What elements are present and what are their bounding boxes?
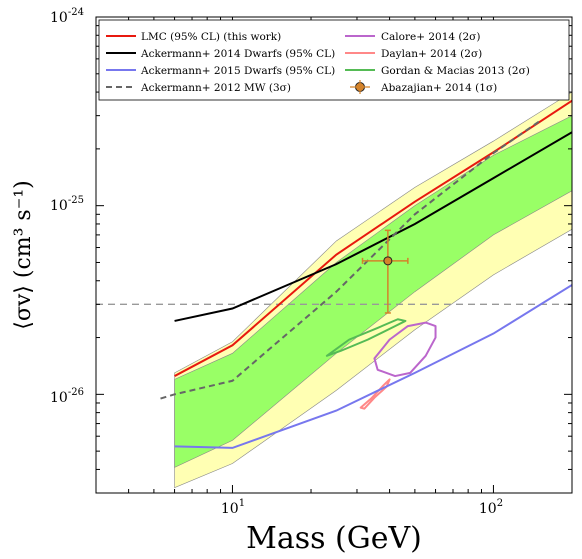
legend-label-gordan: Gordan & Macias 2013 (2σ) [381,65,530,77]
legend-label-lmc: LMC (95% CL) (this work) [141,31,281,43]
data-layer [96,91,572,489]
x-tick-label-10: 101 [221,498,245,517]
series-line-ackermann-2015-dwarfs-95-cl [174,284,572,449]
series-line-ackermann-2012-mw-3 [160,120,540,400]
contour-daylan-2014-2 [359,378,391,410]
legend: LMC (95% CL) (this work) Ackermann+ 2014… [98,19,570,101]
legend-label-daylan: Daylan+ 2014 (2σ) [381,48,482,60]
y-tick-label-1e-26: 10-26 [50,387,84,406]
point-marker [383,256,393,266]
y-tick-label-1e-24: 10-24 [50,7,84,26]
legend-box [98,19,570,101]
legend-label-ack2015: Ackermann+ 2015 Dwarfs (95% CL) [140,65,335,77]
plot-frame [95,16,573,494]
y-tick-label-1e-25: 10-25 [50,195,84,214]
legend-label-ack2014: Ackermann+ 2014 Dwarfs (95% CL) [140,48,335,60]
series-line-ackermann-2014-dwarfs-95-cl [174,131,572,322]
legend-label-ack2012: Ackermann+ 2012 MW (3σ) [140,82,291,94]
point-abazajian-2014-1 [361,229,409,314]
series-line-lmc-95-cl-this-work [174,99,572,377]
band-lmc-68-containment [174,115,572,468]
y-axis-label: ⟨σv⟩ (cm³ s⁻¹) [11,180,36,330]
legend-label-calore: Calore+ 2014 (2σ) [381,31,480,43]
x-tick-label-100: 102 [479,498,503,517]
contour-gordan-macias-2013-2 [325,318,407,357]
x-axis-label: Mass (GeV) [246,521,422,556]
contour-calore-2014-2 [373,321,437,378]
legend-label-abazajian: Abazajian+ 2014 (1σ) [380,82,497,94]
